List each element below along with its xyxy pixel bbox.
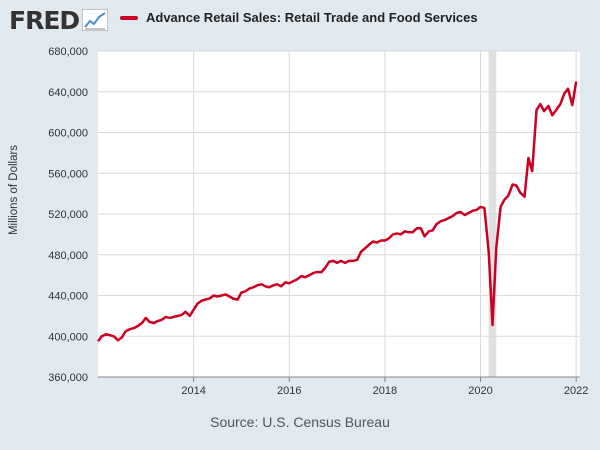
y-tick-label: 680,000 [48, 46, 88, 58]
y-tick-label: 440,000 [48, 291, 88, 303]
source-note: Source: U.S. Census Bureau [210, 414, 390, 430]
y-tick-label: 560,000 [48, 168, 88, 180]
series-line-retail-sales [97, 81, 578, 343]
y-tick-label: 480,000 [48, 250, 88, 262]
chart-legend: Advance Retail Sales: Retail Trade and F… [120, 10, 478, 25]
y-tick-label: 640,000 [48, 87, 88, 99]
line-chart[interactable]: 360,000 400,000 440,000 480,000 520,000 560,0… [0, 40, 600, 410]
y-tick-label: 400,000 [48, 331, 88, 343]
chart-area: Millions of Dollars 360,000 400,000 440,00… [0, 40, 600, 410]
fred-logo[interactable]: FRED [9, 5, 109, 35]
x-tick-label: 2018 [373, 385, 397, 397]
y-tick-label: 520,000 [48, 209, 88, 221]
x-tick-label: 2014 [181, 385, 205, 397]
fred-logo-text: FRED [9, 5, 80, 35]
y-tick-label: 360,000 [48, 372, 88, 384]
fred-chart-logo-icon [82, 9, 109, 31]
legend-label: Advance Retail Sales: Retail Trade and F… [146, 10, 478, 25]
legend-swatch [120, 15, 138, 20]
chart-header: FRED Advance Retail Sales: Retail Trade … [0, 0, 600, 40]
x-tick-label: 2022 [564, 385, 588, 397]
x-tick-label: 2016 [277, 385, 301, 397]
x-tick-label: 2020 [468, 385, 492, 397]
y-tick-label: 600,000 [48, 128, 88, 140]
